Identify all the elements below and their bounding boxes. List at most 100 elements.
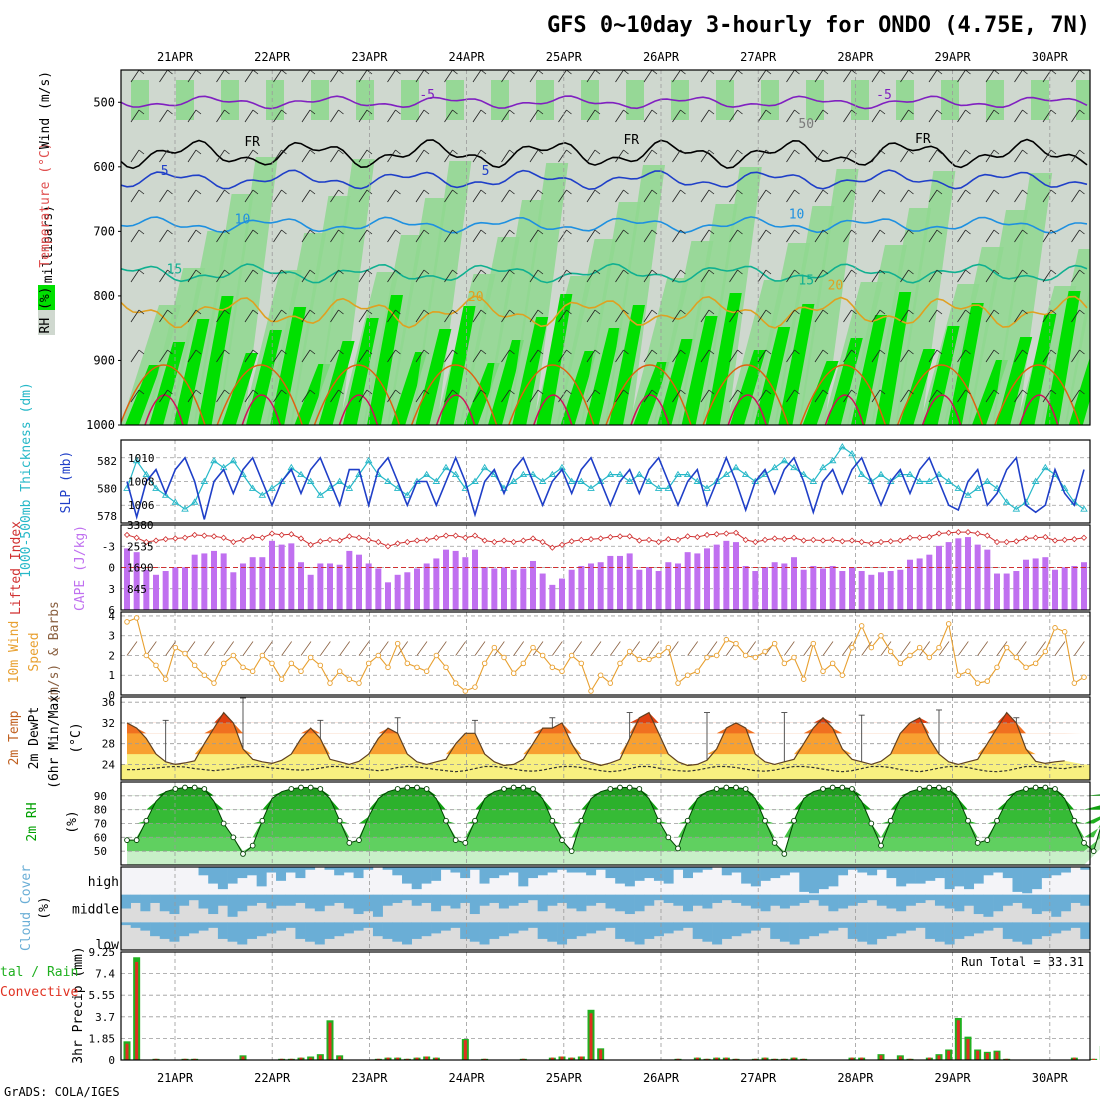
wind-speed-point	[829, 660, 836, 667]
temp-area-low	[127, 712, 1084, 765]
wind-barb-flag	[822, 269, 829, 275]
li-tick-label: -3	[102, 540, 115, 553]
wind-barb-flag	[879, 389, 886, 395]
wind-barb-flag	[195, 349, 202, 355]
thickness-point	[654, 484, 663, 491]
cloud-high-bar	[760, 867, 771, 881]
rh-band-bright	[488, 340, 524, 425]
cloud-middle-bar	[372, 894, 383, 917]
cloud-low-bar	[944, 922, 955, 945]
wind-barb	[159, 70, 168, 83]
cloud-low-bar	[741, 922, 752, 934]
wind-barb-10m	[262, 641, 273, 656]
wind-barb	[358, 109, 368, 123]
cape-bar	[443, 549, 449, 610]
wind-barb	[216, 349, 225, 363]
precip-convective-bar	[850, 1057, 854, 1060]
li-point	[578, 536, 585, 543]
li-point	[616, 533, 624, 540]
wind-barb-flag	[794, 349, 800, 355]
wind-barb-flag	[195, 229, 202, 235]
wind-barb	[928, 149, 938, 163]
wind-barb	[130, 389, 140, 403]
cape-tick-label: 845	[127, 583, 147, 596]
wind-barb	[843, 269, 852, 283]
wind-barb-flag	[423, 389, 430, 395]
wind-barb	[672, 229, 681, 243]
pressure-tick-label: 500	[93, 95, 115, 109]
wind-barb-10m	[436, 641, 447, 656]
wind-barb-flag	[794, 269, 800, 275]
rh-point	[559, 837, 565, 843]
li-point	[694, 533, 701, 541]
cape-bar	[317, 563, 324, 610]
wind-barb-flag	[309, 229, 316, 235]
cloud-low-bar	[237, 922, 248, 945]
precip-convective-bar	[792, 1057, 796, 1060]
wind-speed-point	[868, 644, 875, 651]
cloud-high-bar	[944, 867, 955, 890]
cloud-low-bar	[1012, 922, 1023, 942]
wind-barb-flag	[338, 109, 344, 115]
wind-barb	[814, 309, 824, 323]
wind-barb	[1071, 309, 1080, 323]
wind-barb	[301, 149, 311, 163]
wind-speed-point	[143, 652, 150, 659]
cloud-middle-bar	[276, 894, 287, 906]
temp-axis-label-4: (°C)	[69, 722, 84, 753]
rh-patch-upper	[401, 80, 419, 120]
rh-point	[530, 786, 536, 792]
wind-barb-10m	[455, 641, 466, 656]
wind-barb-flag	[1050, 149, 1057, 155]
wind-barb	[672, 269, 681, 283]
temp-area-mid	[127, 712, 1084, 755]
wind-barb	[786, 349, 795, 363]
wind-barb-flag	[822, 70, 829, 75]
wind-barb-flag	[224, 189, 230, 195]
thickness-point	[577, 477, 586, 484]
cloud-low-bar	[663, 922, 674, 934]
wind-barb-flag	[224, 389, 230, 395]
li-point	[471, 532, 479, 539]
wind-barb	[387, 309, 396, 323]
isotherm-label: 15	[167, 262, 183, 277]
wind-barb-flag	[851, 149, 857, 155]
wind-speed-point	[781, 660, 788, 667]
rh-band-bright	[391, 352, 428, 425]
wind-barb	[330, 109, 339, 123]
wind-barb-flag	[623, 389, 629, 395]
li-point	[133, 534, 140, 541]
wind-barb	[444, 149, 453, 163]
cape-bar	[955, 538, 962, 610]
cloud-middle-bar	[140, 894, 151, 912]
li-point	[626, 533, 633, 540]
cloud-high-bar	[198, 867, 209, 876]
wind-barb	[358, 189, 368, 203]
cloud-middle-bar	[363, 894, 374, 912]
wind-barb-flag	[680, 269, 686, 275]
wind-barb-flag	[452, 309, 458, 315]
wind-barb-10m	[880, 641, 892, 656]
wind-barb-flag	[651, 109, 658, 115]
rh-frame	[120, 781, 1091, 866]
cloud-middle-bar	[595, 894, 606, 903]
wind-barb-flag	[594, 269, 601, 275]
li-point	[558, 541, 566, 548]
temp-axis-label-1: 2m Temp	[7, 710, 22, 765]
cape-axis-label: CAPE (J/kg)	[73, 525, 88, 611]
cloud-middle-bar	[246, 894, 257, 906]
wind-barb-10m	[610, 641, 621, 656]
cape-bar	[713, 544, 720, 610]
wind-barb-flag	[993, 269, 1000, 275]
wind-barb-flag	[737, 269, 743, 275]
li-point	[346, 533, 353, 540]
wind-barb-flag	[1079, 269, 1085, 275]
cloud-middle-bar	[1031, 894, 1042, 915]
wind-barb-10m	[223, 641, 234, 656]
wind-speed-point	[201, 672, 208, 678]
cloud-high-bar	[547, 867, 558, 873]
bottom-date-label: 23APR	[351, 1071, 388, 1085]
rh-band	[968, 210, 1028, 425]
cloud-high-bar	[256, 867, 267, 887]
bottom-date-labels: 21APR 22APR 23APR 24APR 25APR 26APR 27APR 28APR…	[157, 1071, 1069, 1085]
